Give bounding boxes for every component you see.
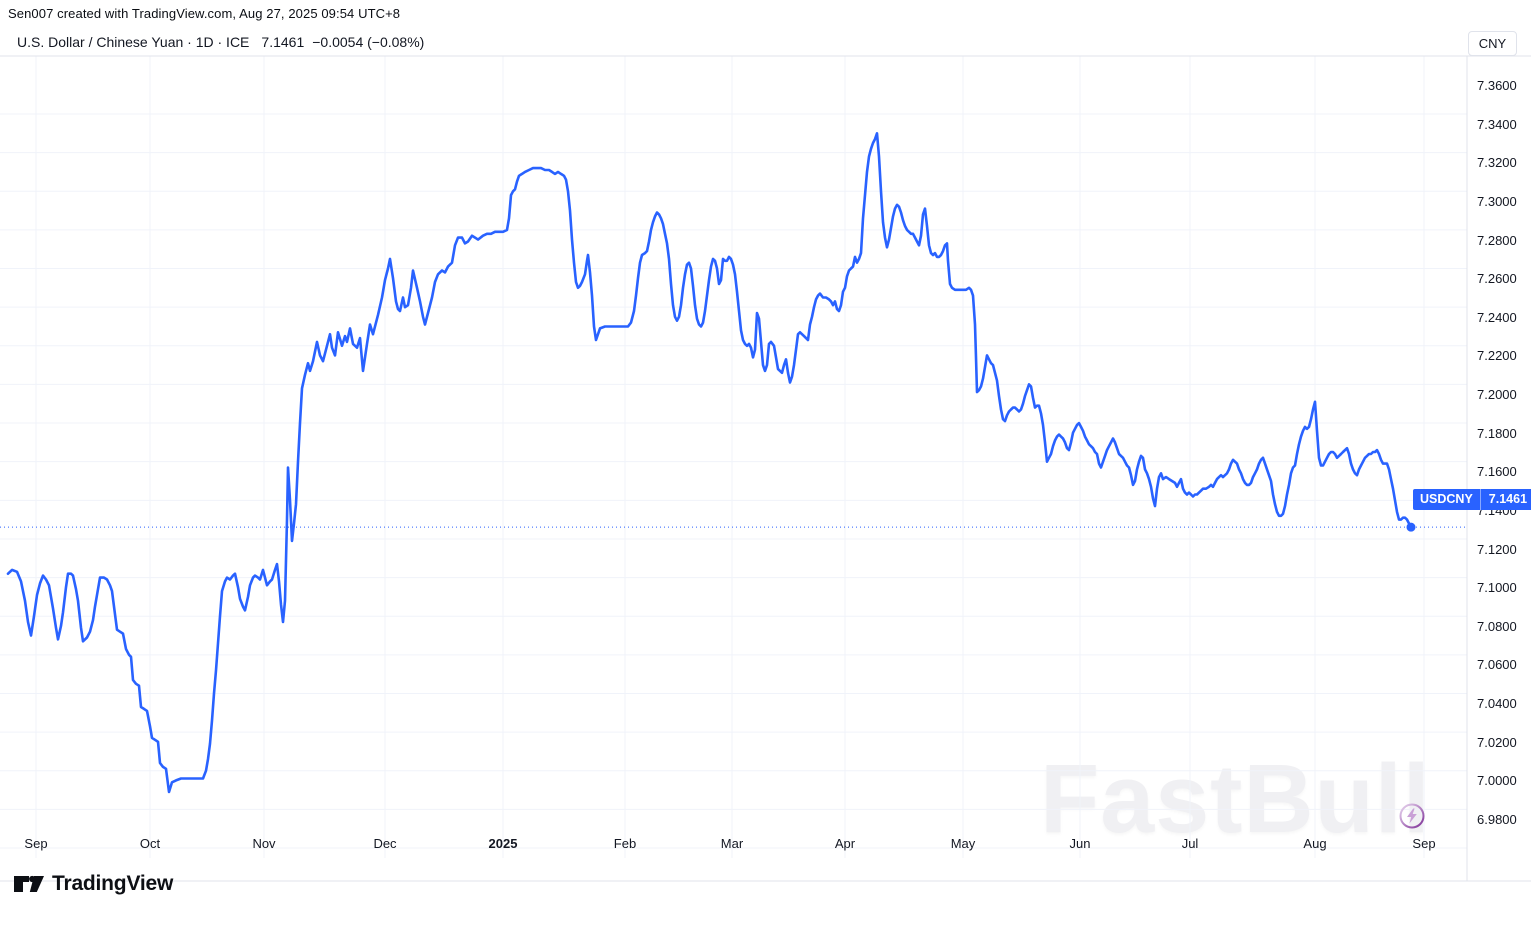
y-axis-label: 7.0400 <box>1477 696 1517 712</box>
x-axis-label: Sep <box>24 836 48 851</box>
y-axis-label: 6.9800 <box>1477 812 1517 827</box>
y-axis-label: 7.2600 <box>1477 271 1517 287</box>
footer-bar: TradingView <box>13 870 173 898</box>
y-axis-label: 7.2400 <box>1477 309 1517 325</box>
y-axis-label: 7.3200 <box>1477 155 1517 171</box>
price-chart-svg <box>0 55 1531 882</box>
x-axis-label: 2025 <box>488 836 518 851</box>
x-axis-label: Apr <box>834 836 856 851</box>
current-price-badge: USDCNY 7.1461 <box>1413 488 1531 510</box>
x-axis-label: Jul <box>1181 836 1199 851</box>
badge-symbol-label: USDCNY <box>1420 492 1473 507</box>
y-axis-label: 7.0000 <box>1477 773 1517 789</box>
y-axis-label: 7.1600 <box>1477 464 1517 480</box>
page: { "attribution": "Sen007 created with Tr… <box>0 6 1531 898</box>
symbol-legend[interactable]: U.S. Dollar / Chinese Yuan · 1D · ICE 7.1… <box>17 34 424 50</box>
y-axis-label: 7.1800 <box>1477 425 1517 441</box>
legend-price-change: −0.0054 (−0.08%) <box>312 34 425 50</box>
tradingview-logo-text[interactable]: TradingView <box>52 872 174 895</box>
chart-pane[interactable] <box>0 28 1531 882</box>
fastbull-watermark: FastBull <box>1040 744 1431 853</box>
y-axis-label: 7.2000 <box>1477 387 1517 403</box>
price-axis[interactable]: 7.3600 7.3400 7.3200 7.3000 7.2800 7.2600 7.24… <box>1467 28 1531 853</box>
y-axis-label: 7.2800 <box>1477 232 1517 248</box>
x-axis-label: May <box>950 836 976 851</box>
x-axis-label: Jun <box>1069 836 1091 851</box>
price-line-series <box>6 132 1413 794</box>
x-axis-label: Sep <box>1412 836 1436 851</box>
x-axis-label: Dec <box>373 836 397 851</box>
legend-last-price: 7.1461 <box>261 34 305 50</box>
last-price-dot <box>1406 522 1416 532</box>
y-axis-label: 7.0800 <box>1477 618 1517 634</box>
symbol-title[interactable]: U.S. Dollar / Chinese Yuan · 1D · ICE <box>17 34 250 50</box>
x-axis-label: Nov <box>252 836 276 851</box>
badge-price-value: 7.1461 <box>1479 488 1531 510</box>
y-axis-label: 7.2200 <box>1477 348 1517 364</box>
x-axis-label: Aug <box>1303 836 1327 851</box>
tradingview-logo-icon[interactable] <box>13 870 45 898</box>
y-axis-label: 7.1200 <box>1477 541 1517 557</box>
y-axis-label: 7.0600 <box>1477 657 1517 673</box>
y-axis-label: 7.1000 <box>1477 580 1517 596</box>
x-axis-label: Feb <box>613 836 637 851</box>
attribution-text: Sen007 created with TradingView.com, Aug… <box>8 6 401 21</box>
y-axis-label: 7.3000 <box>1477 193 1517 209</box>
y-axis-label: 7.3600 <box>1477 78 1517 93</box>
x-axis-label: Oct <box>139 836 161 851</box>
y-axis-label: 7.0200 <box>1477 734 1517 750</box>
x-axis-label: Mar <box>720 836 744 851</box>
y-axis-label: 7.3400 <box>1477 116 1517 132</box>
lightning-circle-icon <box>1397 801 1427 831</box>
time-axis[interactable]: Sep Oct Nov Dec 2025 Feb Mar Apr May Jun Jul Aug Sep <box>0 830 1467 856</box>
currency-unit-button[interactable]: CNY <box>1468 31 1517 56</box>
